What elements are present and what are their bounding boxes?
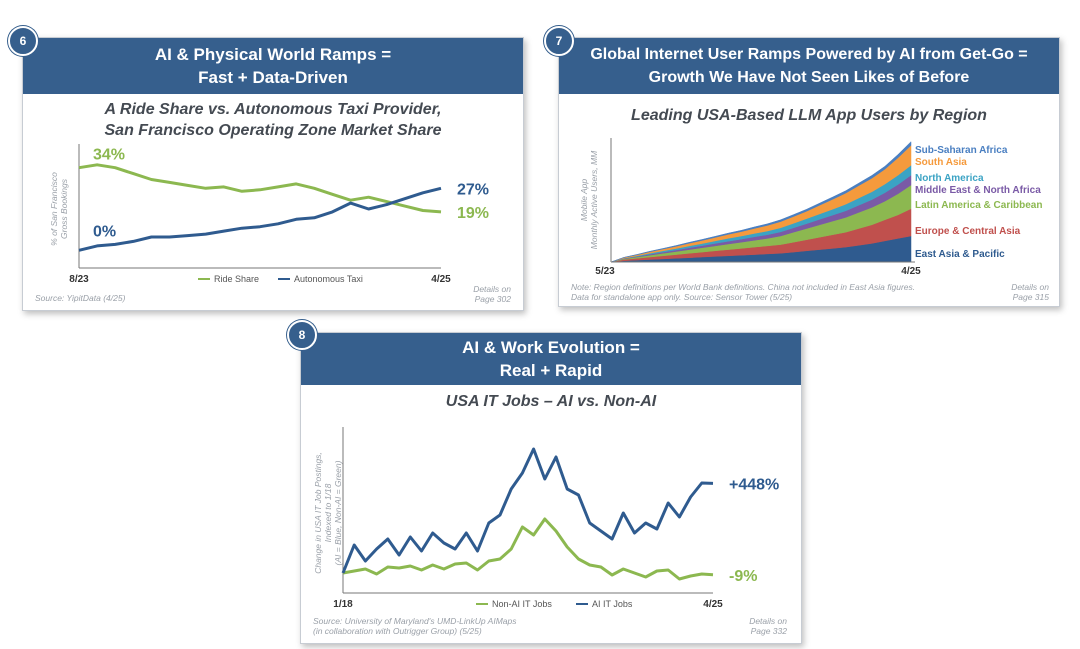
header-line: AI & Work Evolution = xyxy=(462,338,640,357)
start-value-label: 34% xyxy=(93,147,125,164)
x-tick-label: 4/25 xyxy=(901,266,921,277)
start-value-label: 0% xyxy=(93,223,116,240)
end-value-label: -9% xyxy=(729,568,757,585)
chart-title: USA IT Jobs – AI vs. Non-AI xyxy=(301,391,801,412)
card-header: AI & Work Evolution = Real + Rapid xyxy=(301,333,801,385)
region-label: Latin America & Caribbean xyxy=(915,200,1042,211)
details-note[interactable]: Details on Page 302 xyxy=(473,284,511,304)
region-label: Sub-Saharan Africa xyxy=(915,145,1008,156)
source-line: Data for standalone app only. Source: Se… xyxy=(571,292,793,302)
y-axis-label: (AI = Blue, Non-AI = Green) xyxy=(333,460,343,565)
header-line: Growth We Have Not Seen Likes of Before xyxy=(648,69,970,86)
x-tick-label: 5/23 xyxy=(595,266,615,277)
series-line-autonomous-taxi xyxy=(78,186,442,252)
details-line: Page 332 xyxy=(750,626,787,636)
y-axis-label: Indexed to 1/18 xyxy=(323,483,333,542)
header-line: Real + Rapid xyxy=(499,361,603,380)
card-it-jobs: AI & Work Evolution = Real + Rapid USA I… xyxy=(300,332,802,644)
legend-label: Non-AI IT Jobs xyxy=(492,599,552,609)
card-header: AI & Physical World Ramps = Fast + Data-… xyxy=(23,38,523,94)
chart-title: Leading USA-Based LLM App Users by Regio… xyxy=(559,105,1059,126)
region-label: East Asia & Pacific xyxy=(915,249,1005,260)
it-jobs-chart: Change in USA IT Job Postings, Indexed to… xyxy=(313,427,779,610)
source-note: Source: University of Maryland's UMD-Lin… xyxy=(313,616,516,636)
legend-label: Ride Share xyxy=(214,274,259,284)
card-llm-users: Global Internet User Ramps Powered by AI… xyxy=(558,37,1060,307)
chart-title: A Ride Share vs. Autonomous Taxi Provide… xyxy=(23,99,523,141)
chart-title-line: San Francisco Operating Zone Market Shar… xyxy=(104,122,442,139)
badge-number: 6 xyxy=(8,26,38,56)
badge-number: 7 xyxy=(544,26,574,56)
card-ride-share: AI & Physical World Ramps = Fast + Data-… xyxy=(22,37,524,311)
details-note[interactable]: Details on Page 332 xyxy=(749,616,787,636)
area-sub-saharan-africa xyxy=(610,141,912,263)
source-line: Source: YipitData (4/25) xyxy=(35,293,126,303)
x-tick-label: 4/25 xyxy=(703,599,723,610)
series-line-ai-it-jobs xyxy=(341,447,714,574)
source-line: Note: Region definitions per World Bank … xyxy=(571,282,916,292)
chart-title-line: USA IT Jobs – AI vs. Non-AI xyxy=(445,393,657,410)
ride-share-chart: % of San Francisco Gross Bookings 8/23 4/25… xyxy=(49,144,489,285)
legend-label: AI IT Jobs xyxy=(592,599,633,609)
end-value-label: +448% xyxy=(729,476,779,493)
y-axis-label: % of San Francisco xyxy=(49,172,59,246)
series-line-ride-share xyxy=(78,163,442,214)
region-label: South Asia xyxy=(915,157,967,168)
region-label: Middle East & North Africa xyxy=(915,185,1041,196)
series-line-non-ai-it-jobs xyxy=(342,517,714,581)
details-line: Page 302 xyxy=(474,294,511,304)
x-tick-label: 1/18 xyxy=(333,599,353,610)
details-line: Page 315 xyxy=(1012,292,1049,302)
details-line: Details on xyxy=(1011,282,1049,292)
source-note: Source: YipitData (4/25) xyxy=(35,293,125,303)
details-line: Details on xyxy=(749,616,787,626)
source-line: (in collaboration with Outrigger Group) … xyxy=(313,626,482,636)
header-line: Fast + Data-Driven xyxy=(198,68,348,87)
chart-title-line: Leading USA-Based LLM App Users by Regio… xyxy=(631,107,987,124)
region-label: Europe & Central Asia xyxy=(915,226,1021,237)
source-note: Note: Region definitions per World Bank … xyxy=(571,282,915,302)
details-line: Details on xyxy=(473,284,511,294)
x-tick-label: 8/23 xyxy=(69,274,89,285)
y-axis-label: Monthly Active Users, MM xyxy=(589,150,599,249)
x-tick-label: 4/25 xyxy=(431,274,451,285)
header-line: Global Internet User Ramps Powered by AI… xyxy=(590,46,1028,63)
y-axis-label: Change in USA IT Job Postings, xyxy=(313,452,323,574)
y-axis-label: Gross Bookings xyxy=(59,178,69,239)
chart-title-line: A Ride Share vs. Autonomous Taxi Provide… xyxy=(104,101,442,118)
header-line: AI & Physical World Ramps = xyxy=(154,45,392,64)
card-header: Global Internet User Ramps Powered by AI… xyxy=(559,38,1059,94)
legend-label: Autonomous Taxi xyxy=(294,274,363,284)
source-line: Source: University of Maryland's UMD-Lin… xyxy=(313,616,517,626)
y-axis-label: Mobile App xyxy=(579,179,589,221)
end-value-label: 27% xyxy=(457,181,489,198)
badge-number: 8 xyxy=(287,320,317,350)
llm-users-chart: Mobile App Monthly Active Users, MM 5/23 4/… xyxy=(579,138,1042,277)
details-note[interactable]: Details on Page 315 xyxy=(1011,282,1049,302)
end-value-label: 19% xyxy=(457,205,489,222)
region-label: North America xyxy=(915,173,984,184)
